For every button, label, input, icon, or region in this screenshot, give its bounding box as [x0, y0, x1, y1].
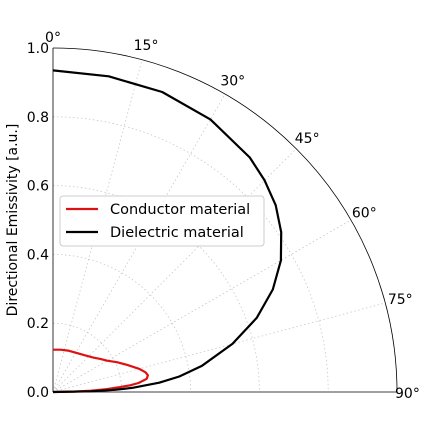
series-lines — [52, 69, 283, 394]
legend-label-conductor: Conductor material — [110, 202, 250, 218]
theta-tick-label: 90° — [395, 386, 420, 402]
theta-tick-label: 0° — [45, 30, 61, 46]
theta-tick-label: 30° — [220, 74, 245, 90]
r-tick-label: 0.0 — [27, 385, 49, 401]
legend-frame — [59, 195, 265, 247]
grid-arc — [52, 254, 191, 393]
theta-tick-label: 60° — [352, 205, 377, 221]
r-tick-label: 0.4 — [27, 247, 49, 263]
r-tick-label: 0.8 — [27, 110, 49, 126]
r-tick-label: 1.0 — [27, 41, 49, 57]
tick-labels: 0.0 0.2 0.4 0.6 0.8 1.00° 15° 30° 45° 60° 75° 90° — [27, 30, 420, 402]
r-tick-label: 0.6 — [27, 179, 49, 195]
legend-label-dielectric: Dielectric material — [110, 225, 244, 241]
series-line-conductor — [52, 348, 149, 394]
r-tick-label: 0.2 — [27, 316, 49, 332]
theta-tick-label: 15° — [134, 38, 159, 54]
outer-arc — [52, 47, 398, 393]
y-axis-label: Directional Emissivity [a.u.] — [5, 124, 21, 317]
legend: Conductor material Dielectric material — [59, 195, 265, 247]
theta-tick-label: 75° — [388, 292, 413, 308]
grid-spoke — [52, 148, 297, 393]
grid-spoke — [52, 219, 352, 393]
axes — [52, 47, 398, 393]
grid-spoke — [52, 302, 386, 393]
theta-tick-label: 45° — [295, 131, 320, 147]
series-line-dielectric — [52, 69, 283, 394]
